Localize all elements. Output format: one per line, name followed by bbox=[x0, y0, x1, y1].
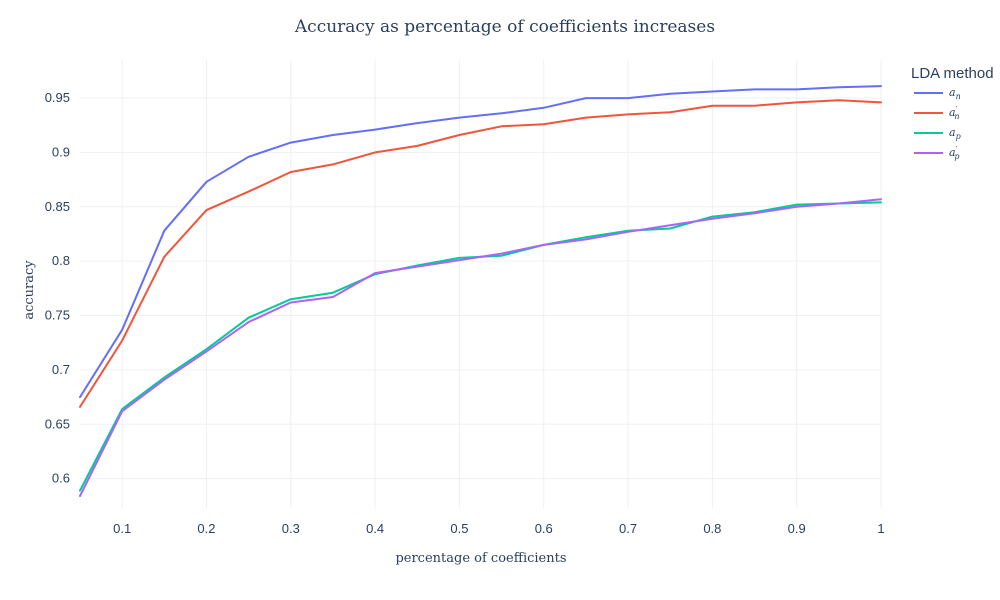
x-tick-label: 0.1 bbox=[113, 521, 131, 536]
x-tick-label: 0.5 bbox=[450, 521, 468, 536]
legend-label-3: a′ p bbox=[949, 145, 960, 161]
y-tick-label: 0.9 bbox=[52, 144, 70, 159]
y-tick-label: 0.7 bbox=[52, 362, 70, 377]
y-tick-label: 0.75 bbox=[45, 308, 70, 323]
x-tick-label: 0.3 bbox=[282, 521, 300, 536]
x-tick-label: 0.6 bbox=[535, 521, 553, 536]
x-tick-label: 0.9 bbox=[788, 521, 806, 536]
series-line-1 bbox=[79, 99, 882, 408]
y-tick-label: 0.85 bbox=[45, 199, 70, 214]
x-tick-label: 0.4 bbox=[366, 521, 384, 536]
x-axis-title: percentage of coefficients bbox=[395, 551, 566, 566]
legend-items: an a′ n ap a′ p bbox=[914, 86, 961, 161]
y-tick-label: 0.95 bbox=[45, 90, 70, 105]
y-tick-label: 0.65 bbox=[45, 416, 70, 431]
legend-title: LDA method bbox=[911, 65, 994, 82]
y-axis-ticks: 0.6 0.65 0.7 0.75 0.8 0.85 0.9 0.95 bbox=[45, 90, 70, 486]
series-line-0 bbox=[79, 85, 882, 399]
x-tick-label: 0.2 bbox=[197, 521, 215, 536]
x-tick-label: 0.7 bbox=[619, 521, 637, 536]
legend-label-2: ap bbox=[949, 126, 961, 141]
y-tick-label: 0.8 bbox=[52, 253, 70, 268]
x-axis-ticks: 0.1 0.2 0.3 0.4 0.5 0.6 0.7 0.8 0.9 1 bbox=[113, 521, 884, 536]
legend-label-1: a′ n bbox=[949, 105, 960, 121]
legend: LDA method an a′ n ap a′ p bbox=[911, 65, 994, 161]
x-tick-label: 0.8 bbox=[703, 521, 721, 536]
chart-title: Accuracy as percentage of coefficients i… bbox=[294, 17, 715, 37]
legend-label-0: an bbox=[949, 86, 961, 101]
y-tick-label: 0.6 bbox=[52, 471, 70, 486]
series-line-3 bbox=[79, 198, 882, 497]
series-lines bbox=[79, 85, 882, 497]
y-axis-title: accuracy bbox=[22, 260, 37, 320]
x-tick-label: 1 bbox=[877, 521, 884, 536]
